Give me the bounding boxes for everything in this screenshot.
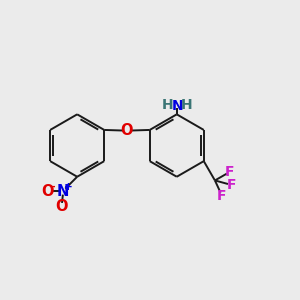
Text: N: N	[57, 184, 69, 199]
Text: N: N	[172, 99, 184, 113]
Text: O: O	[56, 199, 68, 214]
Text: H: H	[181, 98, 193, 112]
Text: H: H	[162, 98, 174, 112]
Text: O: O	[121, 123, 133, 138]
Text: F: F	[226, 178, 236, 192]
Text: O: O	[41, 184, 54, 199]
Text: F: F	[225, 165, 235, 179]
Text: +: +	[64, 182, 73, 193]
Text: F: F	[217, 189, 226, 203]
Text: -: -	[50, 182, 55, 192]
